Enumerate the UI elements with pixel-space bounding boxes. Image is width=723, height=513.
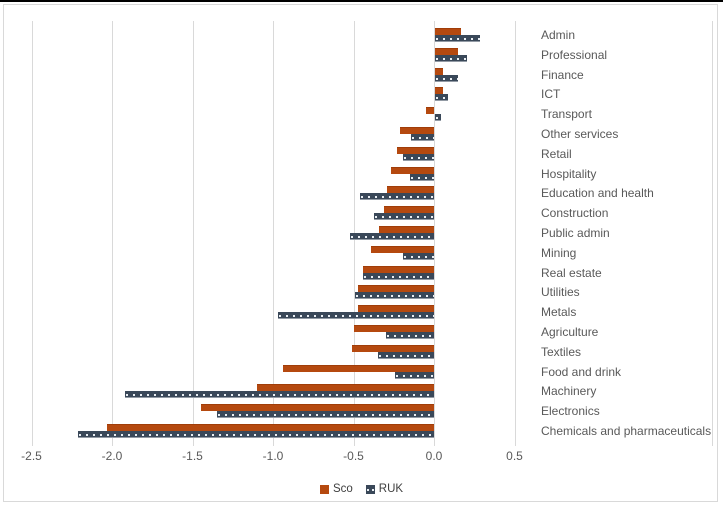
bar-ruk-18 — [124, 391, 434, 399]
bar-ruk-3 — [435, 94, 448, 102]
bar-ruk-10 — [350, 233, 434, 240]
category-label: Food and drink — [541, 364, 622, 379]
x-tick-label: -2.0 — [101, 449, 123, 463]
bar-sco-19 — [200, 404, 434, 412]
gridline--2.5 — [31, 21, 33, 446]
bar-sco-15 — [353, 325, 434, 332]
bar-ruk-1 — [435, 54, 468, 62]
chart-panel: -2.5 -2.0 -1.5 -1.0 -0.5 0.0 0.5 Admin Professi… — [3, 4, 718, 502]
bar-sco-16 — [351, 344, 434, 352]
bar-ruk-2 — [435, 74, 458, 82]
bar-ruk-5 — [411, 134, 434, 141]
bar-sco-14 — [358, 305, 434, 313]
legend-swatch-sco-icon — [319, 484, 329, 494]
bar-ruk-6 — [403, 153, 434, 161]
bar-ruk-16 — [377, 351, 434, 359]
bar-ruk-13 — [355, 292, 434, 300]
bar-ruk-15 — [385, 332, 434, 339]
bar-sco-6 — [396, 146, 434, 154]
bar-sco-8 — [387, 186, 434, 194]
category-label: Finance — [541, 67, 584, 82]
bar-ruk-0 — [435, 35, 481, 42]
category-label: Other services — [541, 127, 619, 141]
x-tick-label: -2.5 — [21, 449, 42, 463]
category-label: Professional — [541, 47, 608, 62]
bar-sco-12 — [363, 265, 434, 273]
bar-ruk-12 — [363, 272, 434, 280]
bar-sco-11 — [371, 245, 434, 253]
category-label: Agriculture — [541, 325, 599, 339]
x-tick-label: -0.5 — [343, 449, 364, 463]
bar-ruk-20 — [78, 431, 434, 438]
bar-sco-5 — [400, 127, 434, 134]
x-tick-label: 0.5 — [506, 449, 523, 463]
x-tick-label: -1.0 — [262, 449, 284, 463]
bar-ruk-4 — [435, 114, 442, 122]
category-label: Retail — [541, 146, 572, 161]
bar-sco-9 — [384, 206, 434, 214]
bar-sco-3 — [435, 87, 444, 95]
category-label: Real estate — [541, 265, 602, 280]
category-label: Construction — [541, 206, 609, 221]
gridline--2.0 — [112, 21, 113, 446]
category-label: Public admin — [541, 226, 610, 240]
category-label: Education and health — [541, 186, 654, 201]
gridline-0.5 — [514, 21, 516, 446]
bar-ruk-17 — [395, 371, 434, 379]
bar-sco-2 — [435, 67, 444, 75]
bar-sco-7 — [390, 166, 434, 174]
x-tick-label: 0.0 — [425, 449, 443, 463]
category-label: Electronics — [541, 404, 600, 419]
gridline--1.0 — [273, 21, 274, 446]
category-label: ICT — [541, 87, 561, 102]
category-label: Utilities — [541, 285, 580, 300]
bar-sco-20 — [107, 424, 434, 431]
gridline--1.5 — [192, 21, 194, 446]
category-label: Hospitality — [541, 166, 597, 181]
bar-sco-17 — [282, 364, 434, 372]
legend-item-ruk: RUK — [365, 483, 404, 495]
category-label: Machinery — [541, 384, 597, 399]
bar-sco-18 — [256, 384, 434, 392]
bar-ruk-19 — [216, 411, 434, 419]
category-label: Metals — [541, 305, 577, 320]
category-axis-line — [712, 21, 713, 446]
legend-label: Sco — [332, 483, 353, 495]
legend-label: RUK — [378, 483, 404, 495]
gridline-0.0 — [434, 21, 435, 446]
x-tick-label: -1.5 — [182, 449, 203, 463]
category-label: Mining — [541, 245, 577, 260]
window-top-edge — [0, 0, 723, 2]
bar-ruk-8 — [359, 193, 434, 201]
category-label: Chemicals and pharmaceuticals — [541, 424, 712, 438]
bar-sco-1 — [435, 47, 458, 55]
legend-swatch-ruk-icon — [365, 484, 375, 494]
bar-sco-0 — [435, 28, 461, 35]
bar-sco-4 — [425, 107, 434, 115]
bar-ruk-9 — [374, 213, 434, 221]
category-label: Textiles — [541, 344, 582, 359]
bar-ruk-11 — [403, 252, 434, 260]
chart-legend: Sco RUK — [4, 481, 719, 497]
category-label: Admin — [541, 28, 576, 42]
legend-item-sco: Sco — [319, 483, 353, 495]
bar-ruk-7 — [409, 173, 434, 181]
bar-ruk-14 — [277, 312, 434, 320]
category-label: Transport — [541, 107, 592, 122]
bar-sco-13 — [358, 285, 434, 293]
bar-sco-10 — [379, 226, 434, 233]
